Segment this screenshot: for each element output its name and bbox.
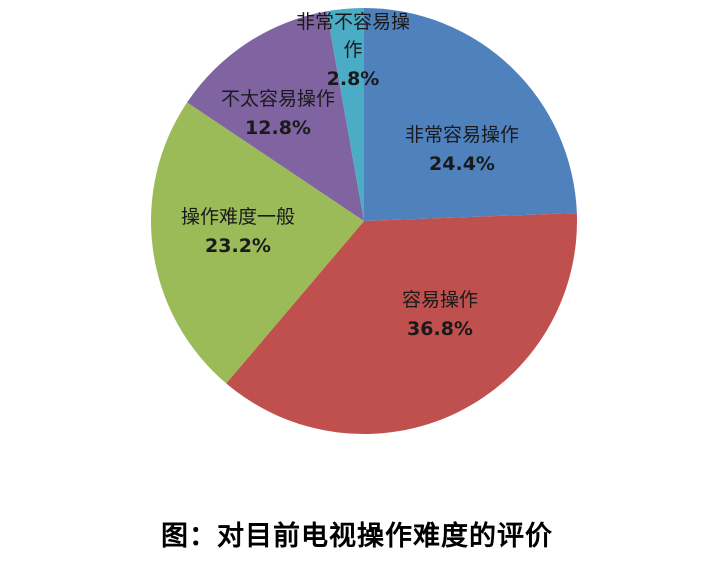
pie-slice-0 bbox=[364, 8, 577, 221]
pie-slice-4 bbox=[326, 8, 364, 221]
pie-slice-3 bbox=[187, 11, 364, 222]
chart-title: 图：对目前电视操作难度的评价 bbox=[161, 521, 553, 551]
pie-slice-1 bbox=[226, 212, 578, 434]
pie-slice-2 bbox=[151, 102, 364, 384]
